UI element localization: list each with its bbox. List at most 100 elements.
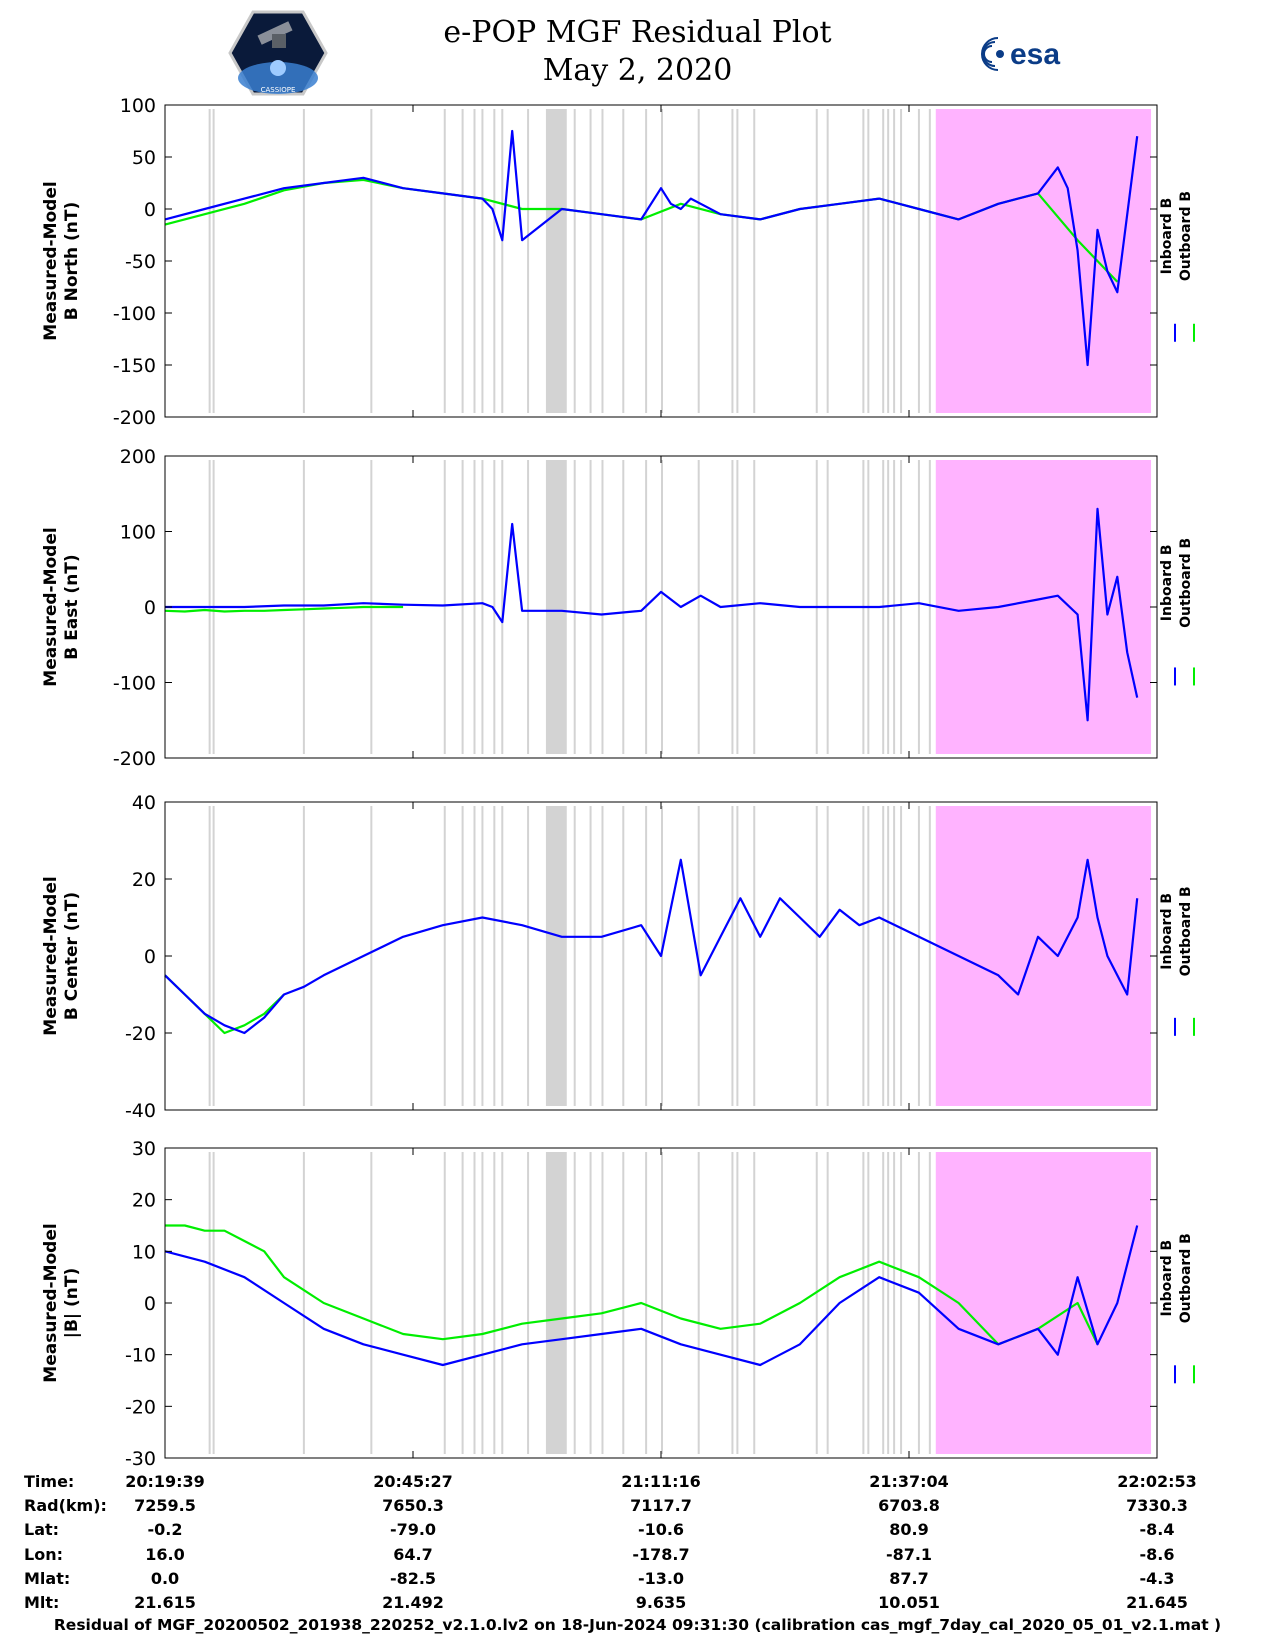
ephemeris-value: 7259.5 (134, 1496, 196, 1515)
y-tick-label: 10 (132, 1241, 156, 1263)
legend-outboard-label: Outboard B (1178, 191, 1194, 281)
flag-band (601, 460, 604, 754)
ephemeris-value: -79.0 (390, 1520, 436, 1539)
flag-band (370, 1152, 373, 1454)
ephemeris-row-label: Lon: (24, 1545, 63, 1564)
ephemeris-value: 20:45:27 (373, 1472, 453, 1491)
y-axis-label-line-1: Measured-Model (41, 1223, 61, 1382)
flag-band (731, 460, 734, 754)
flag-band (645, 806, 648, 1106)
flag-band (589, 109, 592, 413)
panel-1: 100 50 0 -50 -100 -150 -200 Measured-ModelB Nor… (41, 95, 1195, 429)
legend-labels: Inboard B Outboard B (1159, 1233, 1194, 1323)
flag-band (753, 806, 756, 1106)
flag-band (493, 460, 496, 754)
flag-band (443, 109, 446, 413)
flag-band (302, 1152, 305, 1454)
flag-band (731, 1152, 734, 1454)
flag-band (736, 1152, 739, 1454)
flag-band (302, 109, 305, 413)
flag-band (882, 1152, 885, 1454)
ephemeris-row-label: Mlat: (24, 1569, 70, 1588)
y-tick-label: 100 (120, 522, 156, 544)
y-tick-label: 100 (120, 95, 156, 117)
figure-title: e-POP MGF Residual Plot May 2, 2020 (0, 14, 1275, 90)
ephemeris-value: 80.9 (889, 1520, 928, 1539)
legend-outboard-label: Outboard B (1178, 538, 1194, 628)
flag-band (589, 460, 592, 754)
data-gap-region (935, 109, 1152, 413)
ephemeris-value: -82.5 (390, 1569, 436, 1588)
ephemeris-value: 21:37:04 (869, 1472, 949, 1491)
flag-band (473, 806, 476, 1106)
flag-band (302, 460, 305, 754)
flag-band (900, 806, 903, 1106)
flag-band (212, 1152, 215, 1454)
flag-band (461, 1152, 464, 1454)
ephemeris-value: -0.2 (148, 1520, 183, 1539)
flag-band (826, 806, 829, 1106)
y-tick-label: -20 (125, 1023, 156, 1045)
flag-band (493, 109, 496, 413)
flag-band (660, 460, 663, 754)
flag-band (928, 806, 931, 1106)
legend-labels: Inboard B Outboard B (1159, 191, 1194, 281)
panel-4: 30 20 10 0 -10 -20 -30 Measured-Model|B| (nT) In… (41, 1138, 1195, 1470)
flag-band (928, 109, 931, 413)
ephemeris-value: 16.0 (145, 1545, 184, 1564)
flag-band (867, 806, 870, 1106)
flag-band (867, 1152, 870, 1454)
flag-band (573, 1152, 576, 1454)
y-axis-label-line-1: Measured-Model (41, 876, 61, 1035)
inboard-series-line (165, 507, 1139, 722)
logo-text: CASSIOPE (261, 86, 296, 94)
flag-band (461, 460, 464, 754)
flag-band (481, 806, 484, 1106)
flag-band (882, 109, 885, 413)
y-tick-label: 200 (120, 446, 156, 468)
flag-band (900, 109, 903, 413)
flag-band (212, 806, 215, 1106)
flag-band (589, 1152, 592, 1454)
flag-band (481, 109, 484, 413)
flag-band (501, 460, 504, 754)
y-tick-label: 0 (144, 946, 156, 968)
flag-band (900, 460, 903, 754)
flag-band (697, 1152, 700, 1454)
ephemeris-row-label: Mlt: (24, 1593, 59, 1610)
ephemeris-value: -8.6 (1140, 1545, 1175, 1564)
flag-band (893, 1152, 896, 1454)
legend-inboard-label: Inboard B (1159, 544, 1175, 621)
flag-band (208, 806, 211, 1106)
flag-band (370, 109, 373, 413)
flag-band (731, 806, 734, 1106)
flag-band (527, 109, 530, 413)
flag-band (815, 806, 818, 1106)
panel-2: 200 100 0 -100 -200 Measured-ModelB East (nT)… (41, 446, 1195, 770)
flag-band (208, 109, 211, 413)
legend-outboard-label: Outboard B (1178, 1233, 1194, 1323)
flag-band (212, 109, 215, 413)
ephemeris-row-label: Rad(km): (24, 1496, 107, 1515)
flag-band (461, 806, 464, 1106)
flag-band (473, 460, 476, 754)
esa-logo: esa (981, 37, 1060, 71)
y-axis-label-line-2: B Center (nT) (62, 892, 82, 1020)
legend-labels: Inboard B Outboard B (1159, 538, 1194, 628)
flag-band (826, 1152, 829, 1454)
flag-band (622, 1152, 625, 1454)
flag-band (481, 460, 484, 754)
ephemeris-value: 21.645 (1126, 1593, 1188, 1610)
ephemeris-value: 9.635 (636, 1593, 687, 1610)
flag-band-wide (546, 109, 566, 413)
esa-wordmark: esa (1010, 38, 1060, 71)
flag-band (481, 1152, 484, 1454)
data-gap-region (935, 806, 1152, 1106)
legend-inboard-label: Inboard B (1159, 1240, 1175, 1317)
outboard-series-line (164, 605, 404, 613)
ephemeris-value: 6703.8 (878, 1496, 940, 1515)
flag-band (461, 109, 464, 413)
y-axis-label-line-1: Measured-Model (41, 181, 61, 340)
flag-band (917, 109, 920, 413)
